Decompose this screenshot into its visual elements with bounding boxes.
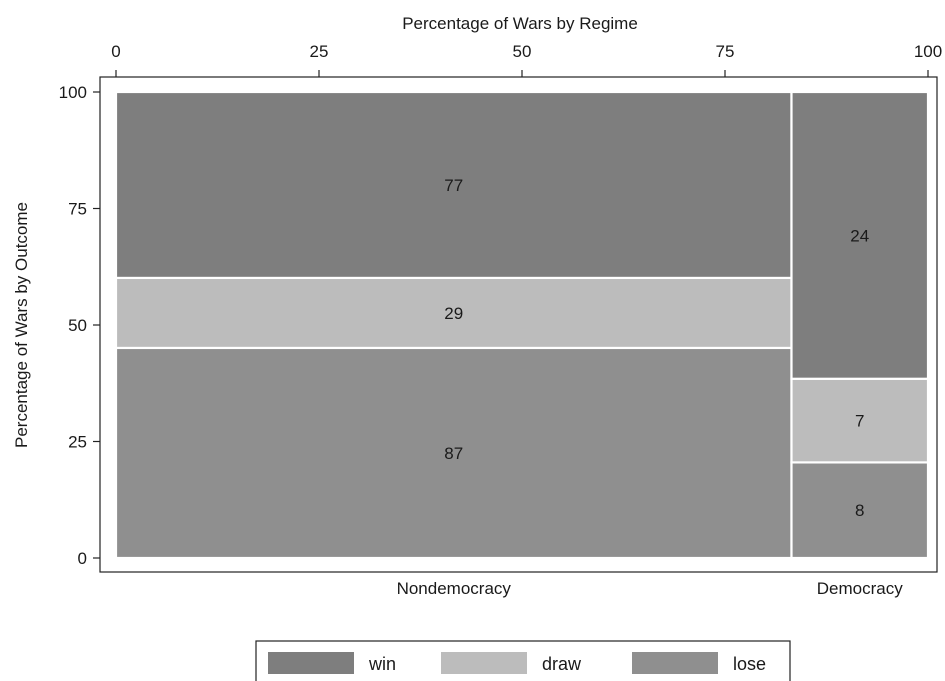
left-tick-label: 50 [68,316,87,335]
legend-label: draw [542,654,582,674]
cell-value-label: 87 [444,444,463,463]
mosaic-cell-win [114,90,793,280]
category-label: Democracy [817,579,903,598]
y-axis-title: Percentage of Wars by Outcome [12,202,31,448]
mosaic-cell-win [790,90,930,380]
top-tick-label: 50 [513,42,532,61]
top-tick-label: 75 [716,42,735,61]
cell-value-label: 77 [444,176,463,195]
top-axis-title: Percentage of Wars by Regime [402,14,638,33]
legend-swatch-draw [441,652,527,674]
legend-label: lose [733,654,766,674]
left-tick-label: 75 [68,200,87,219]
mosaic-cell-draw [790,377,930,464]
left-tick-label: 25 [68,433,87,452]
legend-swatch-lose [632,652,718,674]
top-tick-label: 0 [111,42,120,61]
category-label: Nondemocracy [397,579,512,598]
category-labels: Nondemocracy Democracy [397,579,904,598]
cell-value-label: 8 [855,501,864,520]
cell-value-label: 7 [855,412,864,431]
cell-value-label: 24 [850,226,869,245]
left-tick-label: 0 [78,549,87,568]
cell-value-label: 29 [444,304,463,323]
legend-swatch-win [268,652,354,674]
left-tick-label: 100 [59,83,87,102]
mosaic-cell-draw [114,276,793,350]
mosaic-cell-lose [114,346,793,560]
legend-label: win [368,654,396,674]
legend: win draw lose [255,640,791,681]
top-tick-label: 25 [310,42,329,61]
left-axis-ticks: 0 25 50 75 100 [59,83,100,568]
top-axis-ticks: 0 25 50 75 100 [111,42,942,77]
top-tick-label: 100 [914,42,942,61]
mosaic-cell-lose [790,461,930,560]
